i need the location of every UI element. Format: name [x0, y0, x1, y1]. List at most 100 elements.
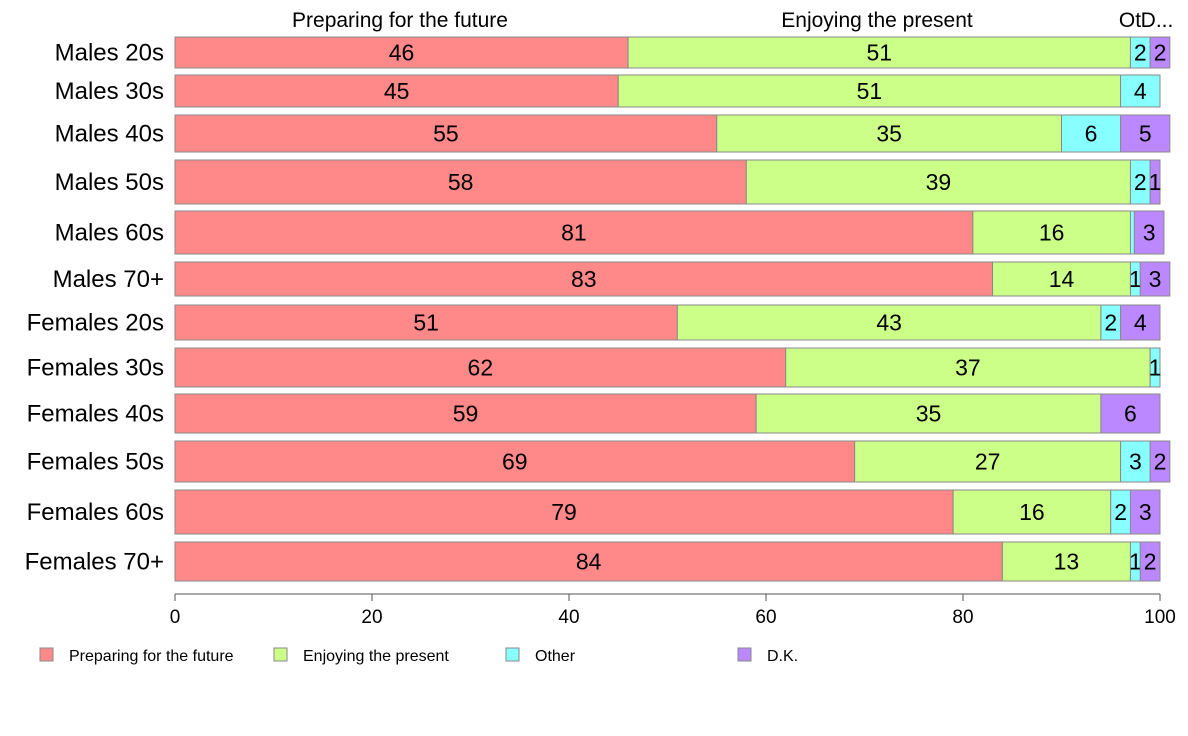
- x-tick-label: 100: [1144, 607, 1176, 628]
- data-label: 81: [561, 220, 587, 246]
- bar-segment: [174, 304, 678, 341]
- data-label: 35: [916, 401, 942, 427]
- bar-segment: [1120, 74, 1161, 108]
- bar-segment: [1149, 440, 1171, 483]
- bar-segment: [1120, 304, 1161, 341]
- data-label: 55: [433, 121, 459, 147]
- bar-segment: [952, 489, 1112, 535]
- category-label: Females 70+: [25, 549, 164, 576]
- data-label: 2: [1154, 449, 1167, 475]
- bar-segment: [972, 210, 1131, 255]
- legend-label: D.K.: [767, 648, 798, 665]
- data-label: 6: [1085, 121, 1098, 147]
- bar-segment: [1100, 393, 1161, 434]
- bar-segment: [1139, 261, 1171, 297]
- bar-segment: [1149, 347, 1161, 388]
- bar-segment: [174, 489, 954, 535]
- bar-segment: [854, 440, 1122, 483]
- data-label: 39: [926, 169, 952, 195]
- bar-segment: [1120, 114, 1171, 153]
- bar-segment: [992, 261, 1131, 297]
- bar-segment: [174, 440, 856, 483]
- data-label: 4: [1134, 78, 1147, 104]
- top-series-label-2: Ot: [1119, 9, 1141, 32]
- bar-segment: [1120, 440, 1151, 483]
- bar-segment: [1139, 541, 1161, 582]
- top-series-label-3: D...: [1141, 9, 1174, 32]
- data-label: 5: [1139, 121, 1152, 147]
- bar-segment: [716, 114, 1062, 153]
- bar-segment: [1001, 541, 1131, 582]
- category-label: Females 50s: [27, 449, 164, 476]
- data-label: 62: [468, 355, 494, 381]
- bar-segment: [745, 159, 1131, 205]
- data-label: 1: [1129, 266, 1142, 292]
- bar-segment: [174, 210, 974, 255]
- data-label: 59: [453, 401, 479, 427]
- category-label: Females 20s: [27, 310, 164, 337]
- data-label: 2: [1144, 549, 1157, 575]
- bar-segment: [174, 541, 1003, 582]
- bar-segment: [627, 36, 1131, 69]
- legend-swatch: [273, 647, 288, 662]
- bar-segment: [174, 159, 747, 205]
- legend-swatch: [39, 647, 54, 662]
- x-tick-label: 60: [755, 607, 776, 628]
- data-label: 3: [1139, 499, 1152, 525]
- data-label: 2: [1154, 40, 1167, 66]
- bar-segment: [1133, 210, 1165, 255]
- data-label: 2: [1134, 40, 1147, 66]
- category-label: Males 40s: [55, 121, 164, 148]
- data-label: 79: [551, 499, 577, 525]
- bar-segment: [755, 393, 1102, 434]
- data-label: 51: [857, 78, 883, 104]
- bar-segment: [1129, 210, 1135, 255]
- category-label: Males 60s: [55, 220, 164, 247]
- bar-segment: [1149, 159, 1161, 205]
- category-label: Females 60s: [27, 499, 164, 526]
- x-tick-label: 0: [170, 607, 181, 628]
- bar-segment: [1061, 114, 1122, 153]
- data-label: 16: [1019, 499, 1045, 525]
- data-label: 3: [1149, 266, 1162, 292]
- data-label: 2: [1134, 169, 1147, 195]
- legend-label: Preparing for the future: [69, 648, 234, 665]
- data-label: 4: [1134, 310, 1147, 336]
- bar-segment: [1149, 36, 1171, 69]
- bar-segment: [617, 74, 1122, 108]
- x-tick-label: 80: [952, 607, 973, 628]
- data-label: 69: [502, 449, 528, 475]
- data-label: 51: [413, 310, 439, 336]
- category-label: Males 20s: [55, 40, 164, 67]
- x-tick-label: 20: [361, 607, 382, 628]
- bar-segment: [785, 347, 1151, 388]
- data-label: 51: [866, 40, 892, 66]
- bar-segment: [174, 393, 757, 434]
- bar-segment: [174, 347, 787, 388]
- data-label: 46: [389, 40, 415, 66]
- bar-segment: [174, 261, 994, 297]
- category-label: Males 50s: [55, 169, 164, 196]
- legend-swatch: [505, 647, 520, 662]
- data-label: 58: [448, 169, 474, 195]
- data-label: 43: [876, 310, 902, 336]
- category-label: Males 30s: [55, 78, 164, 105]
- data-label: 3: [1129, 449, 1142, 475]
- data-label: 6: [1124, 401, 1137, 427]
- category-label: Males 70+: [53, 266, 164, 293]
- data-label: 45: [384, 78, 410, 104]
- data-label: 84: [576, 549, 602, 575]
- data-label: 2: [1104, 310, 1117, 336]
- data-label: 16: [1039, 220, 1065, 246]
- top-series-label-0: Preparing for the future: [292, 9, 508, 32]
- data-label: 83: [571, 266, 597, 292]
- data-label: 14: [1049, 266, 1075, 292]
- bar-segment: [174, 114, 718, 153]
- top-series-label-1: Enjoying the present: [781, 9, 973, 32]
- legend-swatch: [737, 647, 752, 662]
- data-label: 1: [1149, 169, 1162, 195]
- data-label: 13: [1054, 549, 1080, 575]
- data-label: 2: [1114, 499, 1127, 525]
